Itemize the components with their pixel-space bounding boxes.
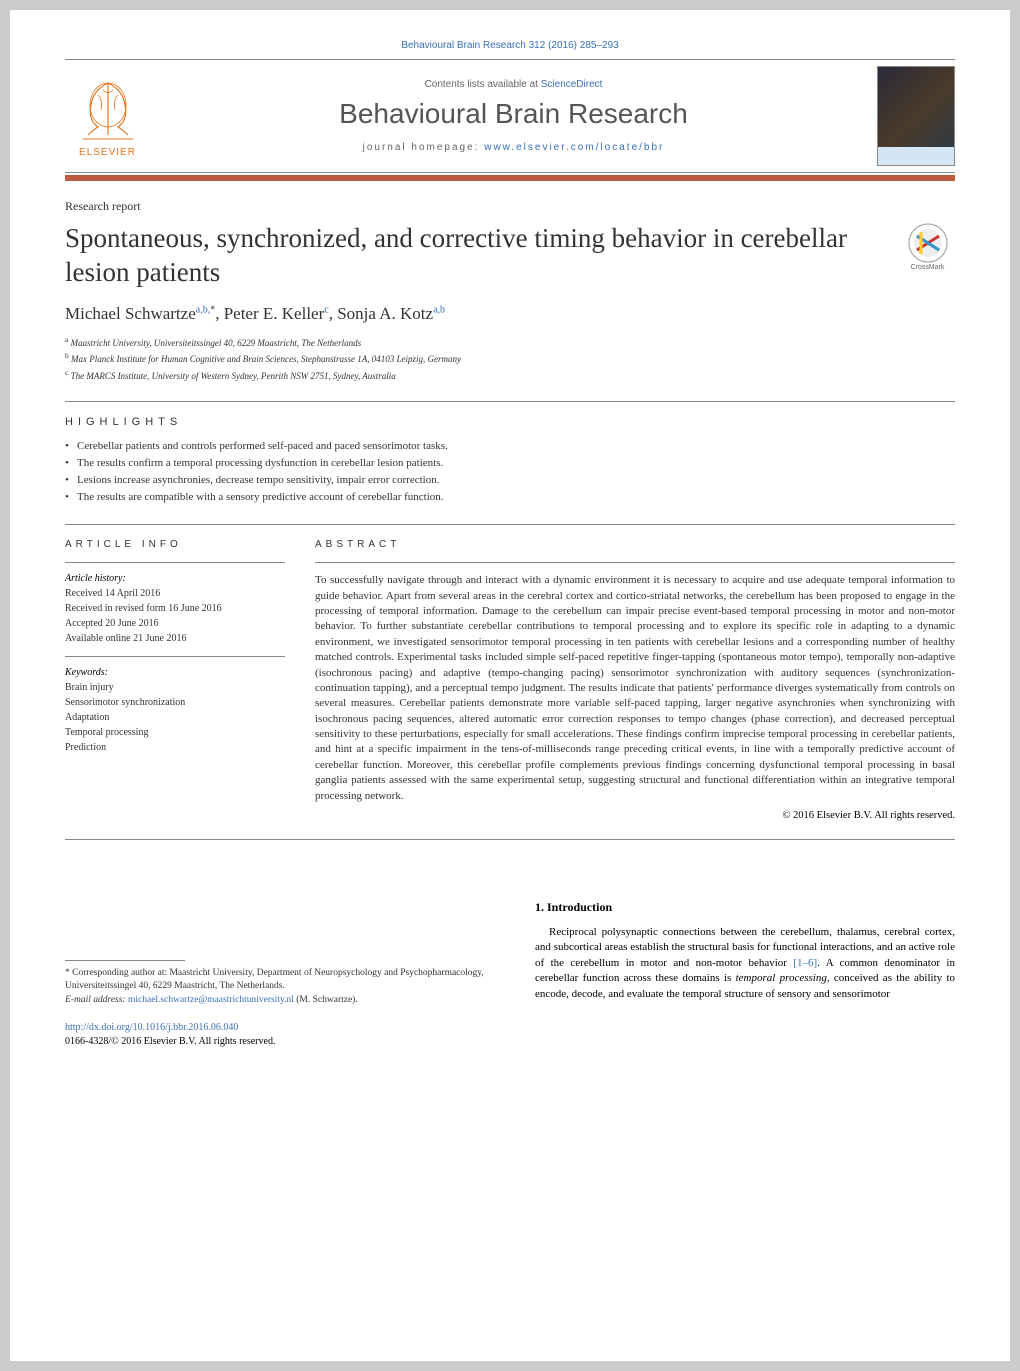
authors: Michael Schwartzea,b,*, Peter E. Kellerc… — [65, 304, 955, 324]
divider — [315, 562, 955, 563]
history-label: Article history: — [65, 573, 285, 584]
highlight-item: The results are compatible with a sensor… — [65, 489, 955, 506]
title-row: Spontaneous, synchronized, and correctiv… — [65, 222, 955, 290]
info-abstract-row: ARTICLE INFO Article history: Received 1… — [65, 539, 955, 821]
elsevier-logo[interactable]: ELSEVIER — [65, 69, 150, 164]
footnote-rule — [65, 960, 185, 961]
homepage-line: journal homepage: www.elsevier.com/locat… — [150, 142, 877, 153]
contents-line: Contents lists available at ScienceDirec… — [150, 79, 877, 90]
homepage-link[interactable]: www.elsevier.com/locate/bbr — [484, 142, 664, 153]
affiliation-a: a Maastricht University, Universiteitssi… — [65, 334, 955, 351]
author-2: Peter E. Keller — [224, 304, 325, 323]
article-type: Research report — [65, 199, 955, 214]
author-1-corr: * — [210, 304, 215, 315]
corresponding-author-footnote: * Corresponding author at: Maastricht Un… — [65, 967, 505, 994]
crossmark-icon — [907, 222, 949, 264]
citation-line: Behavioural Brain Research 312 (2016) 28… — [65, 40, 955, 51]
crossmark-label: CrossMark — [911, 264, 945, 271]
author-1-aff: a,b, — [196, 304, 210, 315]
journal-header: ELSEVIER Contents lists available at Sci… — [65, 59, 955, 173]
history-item: Available online 21 June 2016 — [65, 631, 285, 646]
divider — [65, 839, 955, 840]
issn-copyright: 0166-4328/© 2016 Elsevier B.V. All right… — [65, 1036, 275, 1047]
contents-prefix: Contents lists available at — [425, 79, 541, 90]
affiliation-c: c The MARCS Institute, University of Wes… — [65, 367, 955, 384]
author-3: Sonja A. Kotz — [337, 304, 433, 323]
citation-ref: 312 (2016) 285–293 — [529, 40, 619, 51]
divider — [65, 656, 285, 657]
divider — [65, 524, 955, 525]
doi-block: http://dx.doi.org/10.1016/j.bbr.2016.06.… — [65, 1021, 505, 1049]
citation-journal-link[interactable]: Behavioural Brain Research — [401, 40, 526, 51]
author-email-link[interactable]: michael.schwartze@maastrichtuniversity.n… — [128, 995, 294, 1005]
abstract-column: ABSTRACT To successfully navigate throug… — [315, 539, 955, 821]
abstract-copyright: © 2016 Elsevier B.V. All rights reserved… — [315, 810, 955, 821]
affiliation-b: b Max Planck Institute for Human Cogniti… — [65, 350, 955, 367]
affiliations: a Maastricht University, Universiteitssi… — [65, 334, 955, 384]
keyword-item: Prediction — [65, 740, 285, 755]
history-item: Received in revised form 16 June 2016 — [65, 601, 285, 616]
keyword-item: Brain injury — [65, 680, 285, 695]
email-attribution: (M. Schwartze). — [294, 995, 358, 1005]
history-item: Accepted 20 June 2016 — [65, 616, 285, 631]
article-info-label: ARTICLE INFO — [65, 539, 285, 550]
citation-link[interactable]: [1–6] — [793, 957, 817, 969]
cover-label: Behavioural Brain Research — [881, 147, 907, 164]
author-1: Michael Schwartze — [65, 304, 196, 323]
footnote-column: * Corresponding author at: Maastricht Un… — [65, 900, 505, 1049]
keywords-label: Keywords: — [65, 667, 285, 678]
keywords-list: Brain injury Sensorimotor synchronizatio… — [65, 680, 285, 755]
keyword-item: Sensorimotor synchronization — [65, 695, 285, 710]
history-dates: Received 14 April 2016 Received in revis… — [65, 586, 285, 646]
email-label: E-mail address: — [65, 995, 128, 1005]
lower-columns: * Corresponding author at: Maastricht Un… — [65, 900, 955, 1049]
keyword-item: Temporal processing — [65, 725, 285, 740]
author-2-aff: c — [324, 304, 328, 315]
article-info-column: ARTICLE INFO Article history: Received 1… — [65, 539, 285, 821]
intro-column: 1. Introduction Reciprocal polysynaptic … — [535, 900, 955, 1049]
crossmark-badge[interactable]: CrossMark — [900, 222, 955, 277]
article-title: Spontaneous, synchronized, and correctiv… — [65, 222, 880, 290]
header-redbar — [65, 175, 955, 181]
journal-cover-thumbnail[interactable]: Behavioural Brain Research — [877, 66, 955, 166]
divider — [65, 401, 955, 402]
abstract-text: To successfully navigate through and int… — [315, 573, 955, 804]
elsevier-wordmark: ELSEVIER — [79, 147, 136, 158]
highlight-item: Lesions increase asynchronies, decrease … — [65, 472, 955, 489]
highlight-item: The results confirm a temporal processin… — [65, 455, 955, 472]
highlights-label: HIGHLIGHTS — [65, 416, 955, 428]
elsevier-tree-icon — [73, 75, 143, 145]
page: Behavioural Brain Research 312 (2016) 28… — [10, 10, 1010, 1361]
journal-title: Behavioural Brain Research — [150, 98, 877, 130]
highlight-item: Cerebellar patients and controls perform… — [65, 438, 955, 455]
intro-heading: 1. Introduction — [535, 900, 955, 915]
email-footnote: E-mail address: michael.schwartze@maastr… — [65, 994, 505, 1007]
homepage-prefix: journal homepage: — [363, 142, 485, 153]
history-item: Received 14 April 2016 — [65, 586, 285, 601]
keyword-item: Adaptation — [65, 710, 285, 725]
header-center: Contents lists available at ScienceDirec… — [150, 79, 877, 153]
highlights-list: Cerebellar patients and controls perform… — [65, 438, 955, 506]
author-3-aff: a,b — [433, 304, 445, 315]
divider — [65, 562, 285, 563]
intro-paragraph: Reciprocal polysynaptic connections betw… — [535, 925, 955, 1002]
sciencedirect-link[interactable]: ScienceDirect — [541, 79, 603, 90]
doi-link[interactable]: http://dx.doi.org/10.1016/j.bbr.2016.06.… — [65, 1022, 238, 1033]
abstract-label: ABSTRACT — [315, 539, 955, 550]
corr-label: Corresponding author at: — [72, 968, 167, 978]
